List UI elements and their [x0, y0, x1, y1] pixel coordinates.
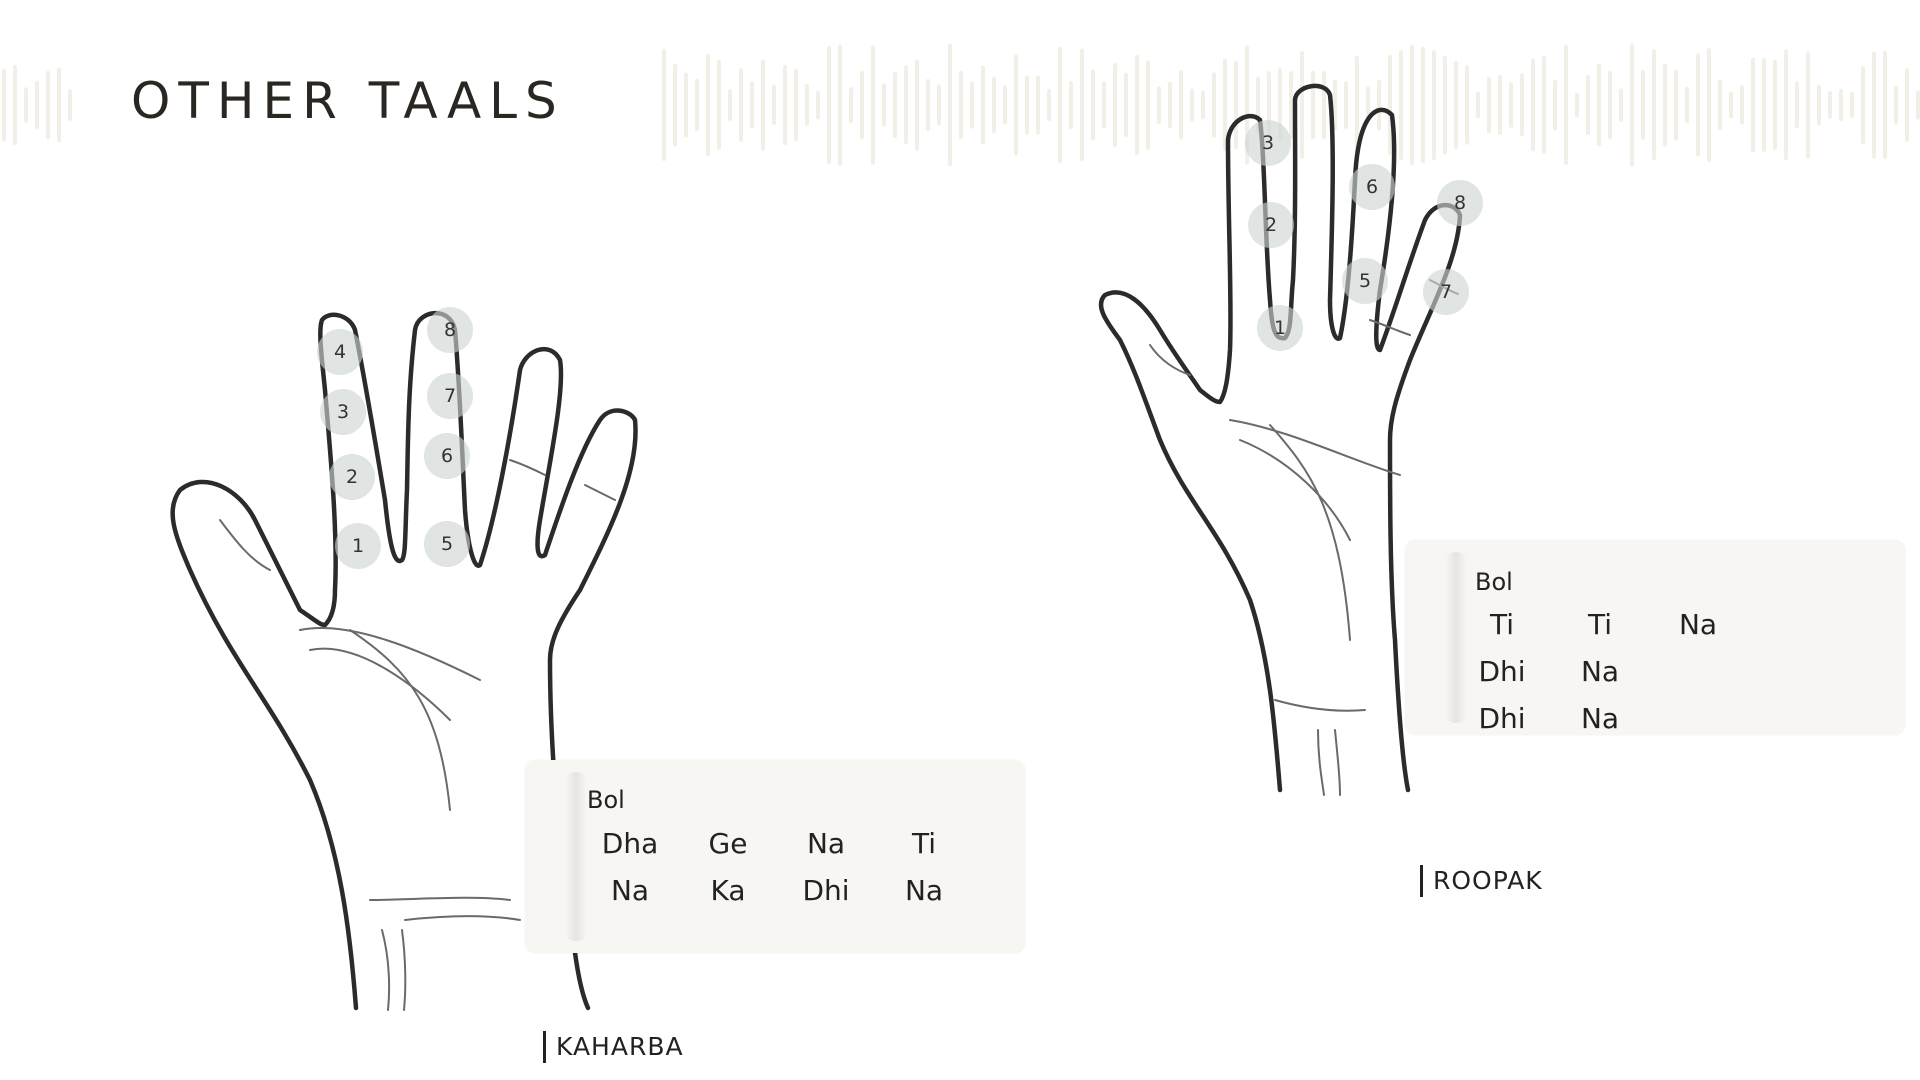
- bol-syllable: Na: [1580, 702, 1620, 735]
- finger-count-6: 6: [424, 433, 470, 479]
- bol-grid: Ti Ti Na Dhi Na Dhi Na: [1462, 608, 1738, 735]
- finger-count-7: 7: [1423, 269, 1469, 315]
- bol-syllable: Na: [904, 874, 944, 907]
- page-title: OTHER TAALS: [131, 72, 565, 130]
- kaharba-hand-illustration: [170, 310, 638, 1011]
- taal-name-kaharba: KAHARBA: [543, 1031, 684, 1063]
- finger-count-6: 6: [1349, 164, 1395, 210]
- finger-count-8: 8: [427, 307, 473, 353]
- finger-count-7: 7: [427, 373, 473, 419]
- finger-count-2: 2: [1248, 202, 1294, 248]
- bol-syllable: Dhi: [802, 874, 850, 907]
- finger-count-1: 1: [1257, 305, 1303, 351]
- bol-syllable: Ti: [1587, 608, 1613, 641]
- finger-count-5: 5: [1342, 258, 1388, 304]
- bol-syllable: Dhi: [1478, 655, 1526, 688]
- bol-syllable: Ka: [710, 874, 746, 907]
- bol-syllable: [1658, 655, 1738, 688]
- bol-syllable: Na: [1580, 655, 1620, 688]
- taal-name-roopak: ROOPAK: [1420, 865, 1543, 897]
- bol-syllable: Ti: [1489, 608, 1515, 641]
- finger-count-8: 8: [1437, 180, 1483, 226]
- finger-count-3: 3: [320, 389, 366, 435]
- finger-count-4: 4: [317, 329, 363, 375]
- kaharba-bol-card: Bol Dha Ge Na Ti Na Ka Dhi Na: [525, 760, 1025, 953]
- bol-label: Bol: [1475, 568, 1513, 596]
- bol-syllable: Na: [1678, 608, 1718, 641]
- roopak-bol-card: Bol Ti Ti Na Dhi Na Dhi Na: [1405, 540, 1905, 735]
- bol-grid: Dha Ge Na Ti Na Ka Dhi Na: [590, 827, 964, 907]
- finger-count-5: 5: [424, 521, 470, 567]
- bol-syllable: Ge: [708, 827, 748, 860]
- bol-syllable: Dhi: [1478, 702, 1526, 735]
- finger-count-2: 2: [329, 454, 375, 500]
- bol-label: Bol: [587, 786, 625, 814]
- bol-syllable: Na: [610, 874, 650, 907]
- finger-count-1: 1: [335, 523, 381, 569]
- bol-syllable: Na: [806, 827, 846, 860]
- bol-syllable: [1658, 702, 1738, 735]
- bol-syllable: Ti: [911, 827, 937, 860]
- sound-wave-decoration: [2, 43, 1920, 167]
- bol-syllable: Dha: [601, 827, 659, 860]
- finger-count-3: 3: [1245, 120, 1291, 166]
